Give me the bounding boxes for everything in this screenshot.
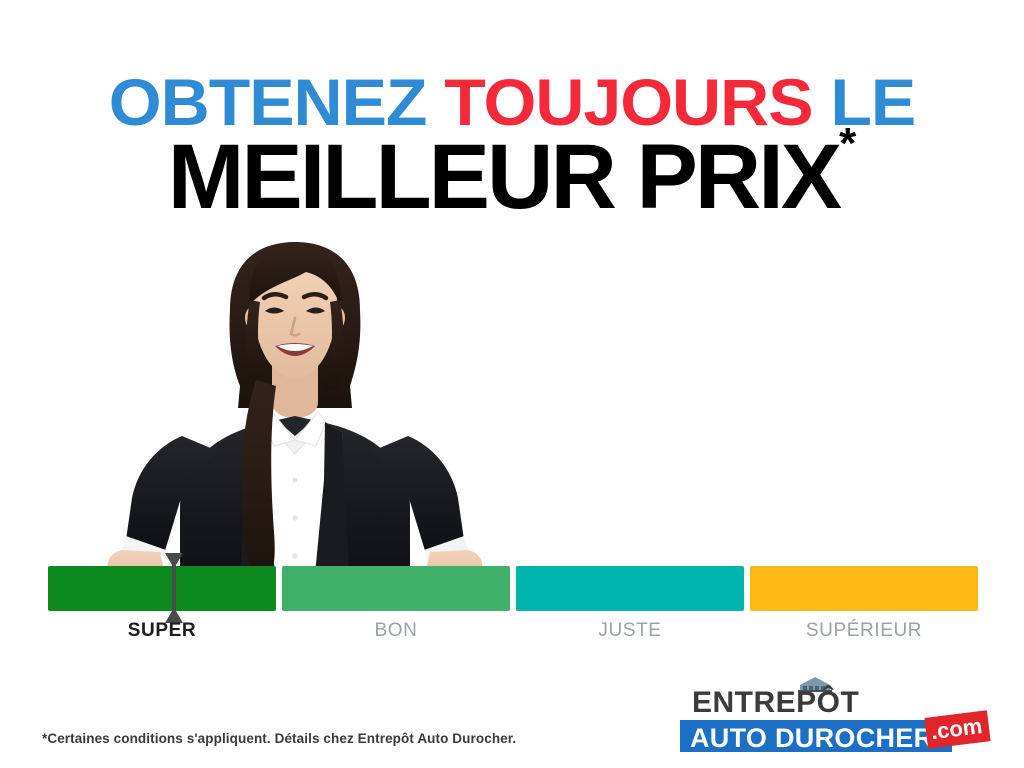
logo-blue-bar — [680, 720, 952, 752]
headline-word-meilleur-prix: MEILLEUR PRIX — [167, 125, 842, 228]
headline-line-1: OBTENEZ TOUJOURS LE — [0, 69, 1024, 135]
rating-bar — [48, 566, 978, 611]
rating-label-juste: JUSTE — [598, 620, 662, 641]
headline-word-obtenez: OBTENEZ — [108, 65, 428, 139]
headline-line-2: MEILLEUR PRIX* — [0, 122, 1024, 223]
headline: OBTENEZ TOUJOURS LE MEILLEUR PRIX* — [0, 69, 1024, 223]
logo-bottom-text: AUTO DUROCHER — [690, 723, 934, 753]
logo-top-text: ENTREPÔT — [692, 686, 860, 719]
rating-label-super: SUPER — [127, 620, 197, 641]
rating-labels: SUPER BON JUSTE SUPÉRIEUR — [48, 620, 978, 642]
disclaimer-text: *Certaines conditions s'appliquent. Déta… — [42, 731, 517, 746]
headline-word-toujours: TOUJOURS — [444, 65, 813, 139]
warehouse-roof-icon — [798, 676, 832, 692]
brand-logo[interactable]: ENTREPÔT AUTO DUROCHER .com — [680, 676, 992, 754]
rating-label-bon: BON — [374, 620, 418, 641]
rating-segment-bon[interactable] — [282, 566, 510, 611]
rating-label-superieur: SUPÉRIEUR — [805, 620, 923, 641]
rating-marker-icon — [163, 551, 185, 625]
headline-word-le: LE — [830, 65, 916, 139]
rating-segment-superieur[interactable] — [750, 566, 978, 611]
businesswoman-pointing-down-photo — [60, 240, 530, 585]
rating-segment-super[interactable] — [48, 566, 276, 611]
logo-dotcom-badge: .com — [924, 710, 992, 749]
headline-asterisk: * — [839, 119, 857, 169]
rating-segment-juste[interactable] — [516, 566, 744, 611]
